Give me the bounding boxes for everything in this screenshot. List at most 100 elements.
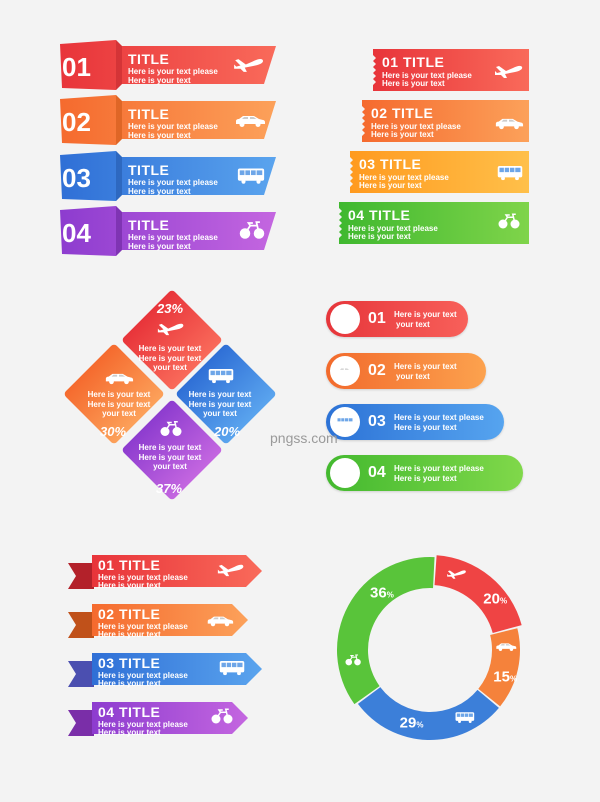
pill-icon-circle xyxy=(330,356,360,386)
donut-slice xyxy=(434,555,522,633)
item-title: TITLE xyxy=(128,106,170,122)
diamond-right xyxy=(176,344,276,444)
ribbon-item-4: 04 TITLE Here is your text please Here i… xyxy=(58,206,280,256)
item-number: 02 xyxy=(371,105,388,121)
ribbon-item-1: 01 TITLE Here is your text please Here i… xyxy=(58,40,280,90)
pill-icon-circle xyxy=(330,458,360,488)
diamond-bottom-text-line-2: Here is your text xyxy=(138,452,202,462)
item-number: 02 xyxy=(98,606,115,622)
item-text-line-2: Here is your text xyxy=(382,79,445,88)
bicycle-icon xyxy=(497,212,521,230)
diamond-right-text: Here is your text Here is your text your t… xyxy=(180,390,260,419)
item-title: 02 TITLE xyxy=(371,105,433,121)
item-title-text: TITLE xyxy=(402,54,445,70)
item-text-line-2: Here is your text xyxy=(348,232,411,241)
item-text-line-1: Here is your text please xyxy=(348,224,438,233)
pill-text-line-2: your text xyxy=(396,320,430,329)
pill-text-line-2: your text xyxy=(396,372,430,381)
item-title: 04 TITLE xyxy=(98,704,160,720)
diamond-left-text-line-3: your text xyxy=(102,409,136,418)
item-title-text: TITLE xyxy=(379,156,422,172)
item-text-line-2: Here is your text xyxy=(98,581,161,590)
item-text-line-1: Here is your text please xyxy=(128,67,218,76)
item-title: 03 TITLE xyxy=(359,156,421,172)
pill-text-line-2: Here is your text xyxy=(394,423,457,432)
item-title-text: TITLE xyxy=(118,557,161,573)
label-item-4: 04 TITLE Here is your text please Here i… xyxy=(339,202,529,244)
item-text-line-2: Here is your text xyxy=(128,131,191,140)
bus-icon xyxy=(207,368,235,384)
diamond-top-text-line-3: your text xyxy=(153,363,187,372)
ribbon-item-2: 02 TITLE Here is your text please Here i… xyxy=(58,95,280,145)
label-item-3: 03 TITLE Here is your text please Here i… xyxy=(350,151,529,193)
item-number: 01 xyxy=(98,557,115,573)
item-title-text: TITLE xyxy=(118,655,161,671)
diamond-top-text-line-1: Here is your text xyxy=(138,344,202,353)
diamond-shapes xyxy=(64,290,276,500)
item-number: 01 xyxy=(382,54,399,70)
item-title: 02 TITLE xyxy=(98,606,160,622)
diamond-left-text-line-1: Here is your text xyxy=(87,390,151,399)
item-text-line-2: Here is your text xyxy=(128,187,191,196)
plane-icon xyxy=(216,563,246,578)
item-text-line-1: Here is your text please xyxy=(98,671,188,680)
item-text-line-1: Here is your text please xyxy=(98,573,188,582)
diamond-right-text-line-2: Here is your text xyxy=(188,399,252,409)
label-item-2: 02 TITLE Here is your text please Here i… xyxy=(362,100,529,142)
bicycle-icon xyxy=(159,420,183,437)
donut-slice xyxy=(478,628,520,707)
diamond-right-text-line-1: Here is your text xyxy=(188,390,252,399)
diamond-left xyxy=(64,344,164,444)
watermark: pngss.com xyxy=(270,430,338,446)
item-text-line-2: Here is your text xyxy=(98,630,161,639)
arrow-item-4: 04 TITLE Here is your text please Here i… xyxy=(66,700,266,740)
item-title: TITLE xyxy=(128,162,170,178)
item-text-line-2: Here is your text xyxy=(98,728,161,737)
item-number: 04 xyxy=(62,218,91,248)
car-icon xyxy=(494,116,524,131)
item-text-line-2: Here is your text xyxy=(128,242,191,251)
pill-text-line-1: Here is your text xyxy=(394,310,457,319)
pill-item-4: 04 Here is your text please Here is your… xyxy=(326,455,523,491)
item-title-text: TITLE xyxy=(391,105,434,121)
diamond-right-text-line-3: your text xyxy=(203,409,237,418)
diamond-bottom-percent: 37% xyxy=(156,481,183,496)
pill-icon-circle xyxy=(330,407,360,437)
item-title: TITLE xyxy=(128,51,170,67)
pill-text-line-2: Here is your text xyxy=(394,474,457,483)
item-number: 02 xyxy=(62,107,91,137)
pill-item-2: 02 Here is your text your text xyxy=(326,353,486,389)
donut-slice xyxy=(337,557,435,705)
pill-text-line-1: Here is your text please xyxy=(394,464,484,473)
pill-icon-circle xyxy=(330,304,360,334)
car-icon xyxy=(206,614,234,628)
item-text-line-1: Here is your text please xyxy=(98,622,188,631)
pill-number: 04 xyxy=(368,464,386,481)
diamond-top xyxy=(122,290,222,390)
item-number: 04 xyxy=(348,207,365,223)
item-text-line-1: Here is your text please xyxy=(128,122,218,131)
bicycle-icon xyxy=(210,707,234,725)
item-title: TITLE xyxy=(128,217,170,233)
item-title: 01 TITLE xyxy=(98,557,160,573)
plane-icon xyxy=(156,322,186,337)
plane-icon xyxy=(335,313,355,325)
item-number: 04 xyxy=(98,704,115,720)
bus-icon xyxy=(496,165,524,181)
pill-item-3: 03 Here is your text please Here is your… xyxy=(326,404,504,440)
item-text-line-1: Here is your text please xyxy=(371,122,461,131)
donut-slice xyxy=(357,687,499,740)
item-text-line-1: Here is your text please xyxy=(382,71,472,80)
diamond-bottom-text: Here is your text Here is your text your t… xyxy=(130,443,210,472)
diamond-left-percent: 30% xyxy=(100,424,127,439)
item-title: 01 TITLE xyxy=(382,54,444,70)
diamond-top-text: Here is your text Here is your text your t… xyxy=(130,344,210,373)
pill-text-line-1: Here is your text please xyxy=(394,413,484,422)
diamond-right-percent: 20% xyxy=(214,424,241,439)
item-title-text: TITLE xyxy=(118,704,161,720)
item-number: 03 xyxy=(62,163,91,193)
arrow-item-1: 01 TITLE Here is your text please Here i… xyxy=(66,553,266,593)
item-text-line-1: Here is your text please xyxy=(128,178,218,187)
car-icon xyxy=(104,371,134,386)
item-text-line-2: Here is your text xyxy=(359,181,422,190)
